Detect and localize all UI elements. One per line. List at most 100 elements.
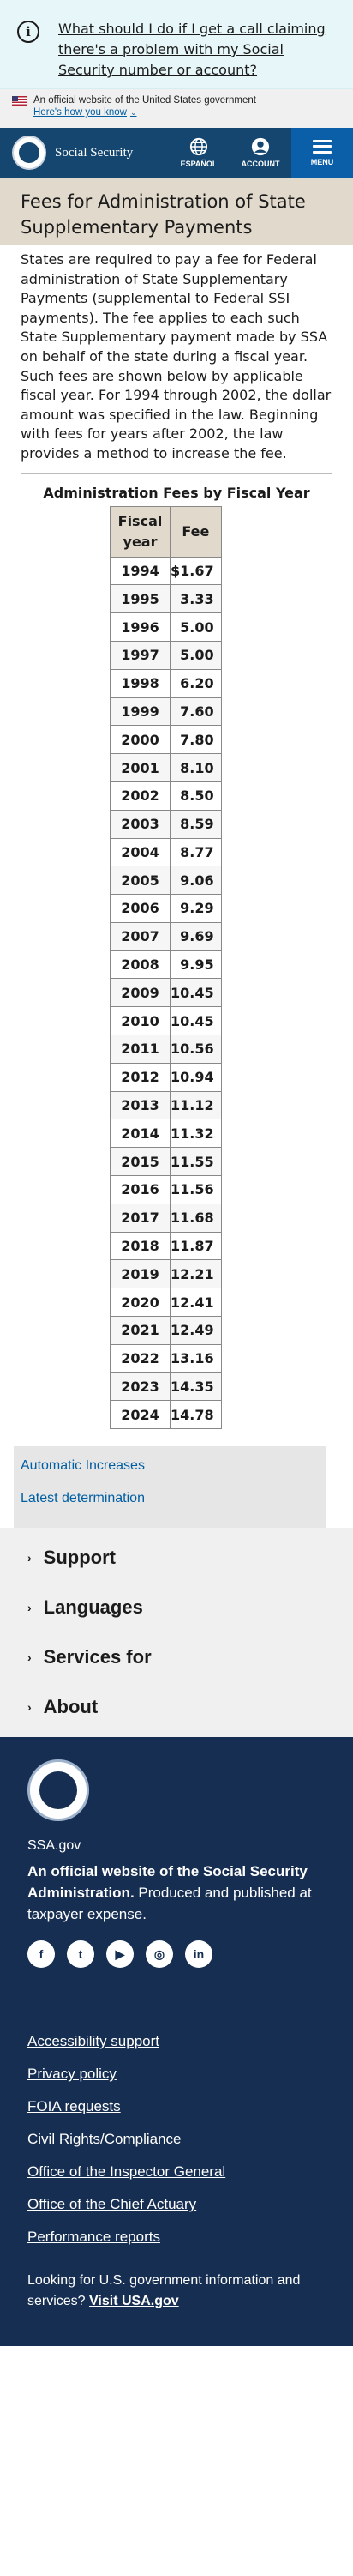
official-site-text: An official website of the United States…: [33, 95, 256, 106]
fee-cell: 5.00: [170, 612, 222, 642]
footer-link[interactable]: Office of the Chief Actuary: [27, 2196, 197, 2213]
footer-link[interactable]: Accessibility support: [27, 2033, 160, 2050]
official-rest: Produced and published at taxpayer expen…: [27, 1885, 312, 1923]
chevron-right-icon: ›: [27, 1601, 32, 1615]
table-row: 2020 12.41: [110, 1288, 222, 1318]
related-links: Automatic Increases Latest determination: [14, 1446, 326, 1529]
facebook-icon[interactable]: f: [27, 1940, 55, 1969]
fee-cell: 9.95: [170, 950, 222, 980]
table-row: 2016 11.56: [110, 1175, 222, 1204]
fiscal-year-cell: 2023: [110, 1372, 171, 1402]
ssa-seal-logo: [12, 136, 46, 170]
account-icon: [251, 137, 270, 156]
twitter-icon[interactable]: t: [67, 1940, 94, 1969]
fiscal-year-cell: 2015: [110, 1147, 171, 1177]
fiscal-year-cell: 2003: [110, 809, 171, 839]
fiscal-year-cell: 2012: [110, 1062, 171, 1092]
chevron-right-icon: ›: [27, 1551, 32, 1566]
alert-banner: i What should I do if I get a call claim…: [0, 0, 353, 89]
table-row: 2000 7.80: [110, 725, 222, 755]
table-row: 2003 8.59: [110, 809, 222, 839]
fee-cell: 11.12: [170, 1090, 222, 1120]
page-title: Fees for Administration of State Supplem…: [21, 191, 306, 238]
fee-cell: 3.33: [170, 584, 222, 614]
table-row: 2018 11.87: [110, 1231, 222, 1261]
accordion-label: Services for: [43, 1646, 152, 1668]
fiscal-year-cell: 2004: [110, 837, 171, 867]
instagram-icon[interactable]: ◎: [146, 1940, 173, 1969]
youtube-icon[interactable]: ▶: [106, 1940, 134, 1969]
fiscal-year-cell: 2014: [110, 1119, 171, 1149]
column-header-fiscal-year: Fiscal year: [110, 505, 171, 558]
fiscal-year-cell: 2021: [110, 1316, 171, 1345]
fiscal-year-cell: 2017: [110, 1203, 171, 1233]
hamburger-icon: [313, 139, 332, 154]
fiscal-year-cell: 2019: [110, 1259, 171, 1289]
column-header-fee: Fee: [170, 505, 222, 558]
fee-cell: 9.69: [170, 921, 222, 951]
menu-label: MENU: [310, 157, 334, 166]
fee-cell: 10.45: [170, 978, 222, 1008]
accordion-label: Support: [43, 1547, 116, 1569]
fee-cell: 14.35: [170, 1372, 222, 1402]
accordion-support[interactable]: › Support: [0, 1533, 353, 1583]
site-footer: SSA.gov An official website of the Socia…: [0, 1737, 353, 2347]
footer-link[interactable]: Civil Rights/Compliance: [27, 2131, 182, 2148]
fee-cell: 7.80: [170, 725, 222, 755]
how-you-know-label: Here's how you know: [33, 107, 127, 118]
fiscal-year-cell: 2007: [110, 921, 171, 951]
fee-cell: 9.06: [170, 866, 222, 896]
table-row: 2002 8.50: [110, 781, 222, 811]
fiscal-year-cell: 2018: [110, 1231, 171, 1261]
automatic-increases-link[interactable]: Automatic Increases: [21, 1458, 145, 1474]
alert-link[interactable]: What should I do if I get a call claimin…: [58, 21, 326, 78]
footer-link[interactable]: Performance reports: [27, 2229, 160, 2246]
table-row: 2024 14.78: [110, 1400, 222, 1430]
table-row: 2006 9.29: [110, 894, 222, 923]
fee-cell: 14.78: [170, 1400, 222, 1430]
accordion-services-for[interactable]: › Services for: [0, 1632, 353, 1682]
fiscal-year-cell: 2002: [110, 781, 171, 811]
table-row: 1998 6.20: [110, 668, 222, 698]
fiscal-year-cell: 1996: [110, 612, 171, 642]
menu-button[interactable]: MENU: [291, 128, 353, 178]
how-you-know-button[interactable]: Here's how you know ⌄: [33, 107, 341, 118]
linkedin-icon[interactable]: in: [185, 1940, 212, 1969]
fee-cell: 10.56: [170, 1035, 222, 1064]
fee-cell: 10.45: [170, 1006, 222, 1036]
table-row: 2012 10.94: [110, 1062, 222, 1092]
footer-link[interactable]: Privacy policy: [27, 2066, 117, 2083]
footer-link[interactable]: FOIA requests: [27, 2098, 121, 2115]
chevron-right-icon: ›: [27, 1700, 32, 1715]
espanol-button[interactable]: ESPAÑOL: [168, 128, 230, 178]
info-icon: i: [17, 21, 39, 43]
table-row: 2017 11.68: [110, 1203, 222, 1233]
fiscal-year-cell: 2005: [110, 866, 171, 896]
table-row: 2009 10.45: [110, 978, 222, 1008]
fee-table: Fiscal year Fee 1994 $1.67 1995 3.33 1996 5.0…: [110, 505, 222, 1430]
table-row: 2023 14.35: [110, 1372, 222, 1402]
fiscal-year-cell: 2006: [110, 894, 171, 923]
table-row: 2011 10.56: [110, 1035, 222, 1064]
fee-cell: 11.87: [170, 1231, 222, 1261]
usa-gov-link[interactable]: Visit USA.gov: [89, 2294, 179, 2309]
account-button[interactable]: ACCOUNT: [230, 128, 291, 178]
fiscal-year-cell: 1999: [110, 697, 171, 727]
table-row: 2014 11.32: [110, 1119, 222, 1149]
table-row: 2005 9.06: [110, 866, 222, 896]
fee-cell: 5.00: [170, 640, 222, 670]
table-row: 2013 11.12: [110, 1090, 222, 1120]
footer-link[interactable]: Office of the Inspector General: [27, 2163, 226, 2181]
home-link[interactable]: Social Security: [0, 128, 168, 178]
account-label: ACCOUNT: [241, 160, 280, 168]
fee-cell: 8.77: [170, 837, 222, 867]
table-row: 1997 5.00: [110, 640, 222, 670]
accordion-languages[interactable]: › Languages: [0, 1583, 353, 1632]
accordion-about[interactable]: › About: [0, 1682, 353, 1732]
fiscal-year-cell: 2001: [110, 753, 171, 782]
table-caption: Administration Fees by Fiscal Year: [43, 484, 310, 501]
gov-banner: An official website of the United States…: [0, 89, 353, 128]
globe-icon: [189, 137, 208, 156]
footer-official-text: An official website of the Social Securi…: [27, 1861, 326, 1925]
latest-determination-link[interactable]: Latest determination: [21, 1491, 145, 1506]
